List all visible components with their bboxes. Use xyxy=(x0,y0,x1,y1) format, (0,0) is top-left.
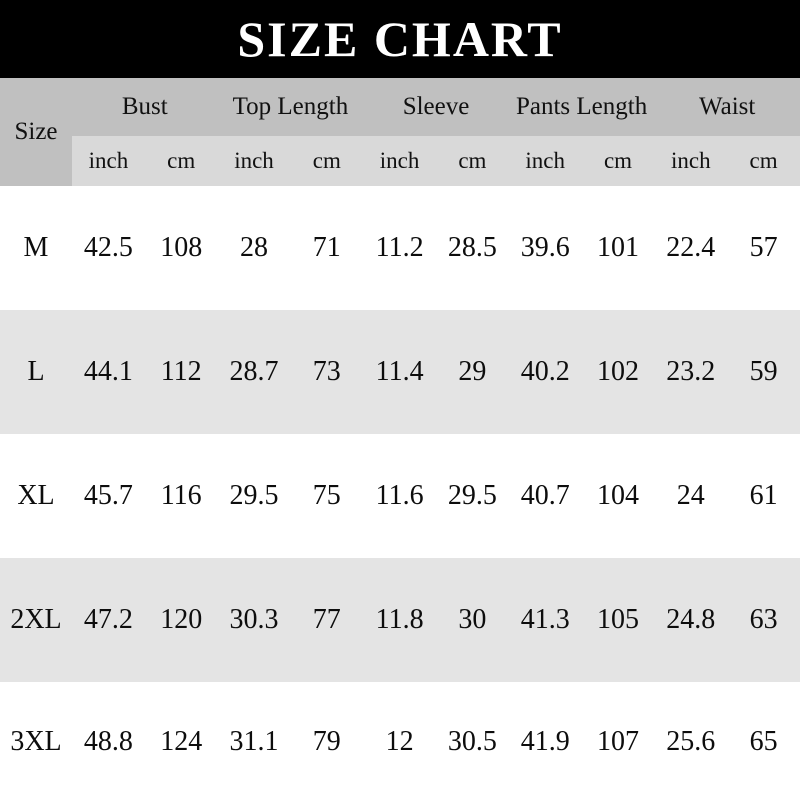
header-unit-pants-length-cm: cm xyxy=(581,136,655,186)
title-banner: SIZE CHART xyxy=(0,0,800,78)
cell-sleeve-cm: 30 xyxy=(458,604,487,635)
cell-bust-cm: 116 xyxy=(160,480,202,511)
cell-pants-length-inch: 39.6 xyxy=(520,232,570,263)
size-chart-table: Size Bust Top Length Sleeve Pants Length… xyxy=(0,78,800,802)
header-unit-sleeve-cm: cm xyxy=(436,136,509,186)
cell-size: XL xyxy=(17,480,55,511)
cell-top-length-cm: 77 xyxy=(312,604,341,635)
table-row: 3XL 48.8 124 31.1 79 12 30.5 41.9 107 25… xyxy=(0,682,800,802)
header-unit-top-length-inch: inch xyxy=(217,136,291,186)
table-row: L 44.1 112 28.7 73 11.4 29 40.2 102 23.2… xyxy=(0,310,800,434)
header-group-top-length: Top Length xyxy=(217,78,364,136)
cell-top-length-cm: 73 xyxy=(312,356,341,387)
cell-waist-inch: 24 xyxy=(676,480,705,511)
cell-top-length-cm: 79 xyxy=(312,726,341,757)
table-body: M 42.5 108 28 71 11.2 28.5 39.6 101 22.4… xyxy=(0,186,800,802)
header-unit-bust-inch: inch xyxy=(72,136,145,186)
header-unit-waist-inch: inch xyxy=(654,136,728,186)
cell-top-length-cm: 71 xyxy=(312,232,341,263)
cell-waist-inch: 25.6 xyxy=(666,726,716,757)
cell-top-length-inch: 30.3 xyxy=(229,604,279,635)
cell-waist-inch: 24.8 xyxy=(666,604,716,635)
cell-size: 2XL xyxy=(10,604,62,635)
cell-waist-cm: 59 xyxy=(749,356,778,387)
cell-waist-cm: 65 xyxy=(749,726,778,757)
cell-waist-inch: 22.4 xyxy=(666,232,716,263)
cell-sleeve-inch: 11.8 xyxy=(375,604,424,635)
cell-bust-inch: 45.7 xyxy=(83,480,133,511)
cell-pants-length-cm: 104 xyxy=(597,480,639,511)
header-group-row: Size Bust Top Length Sleeve Pants Length… xyxy=(0,78,800,186)
cell-top-length-inch: 29.5 xyxy=(229,480,279,511)
cell-waist-cm: 57 xyxy=(749,232,778,263)
cell-pants-length-inch: 41.9 xyxy=(520,726,570,757)
cell-top-length-inch: 28 xyxy=(240,232,268,263)
cell-waist-cm: 63 xyxy=(749,604,778,635)
header-unit-bust-cm: cm xyxy=(144,136,218,186)
cell-pants-length-inch: 40.2 xyxy=(520,356,570,387)
cell-bust-inch: 48.8 xyxy=(83,726,133,757)
cell-pants-length-inch: 40.7 xyxy=(520,480,570,511)
cell-sleeve-cm: 28.5 xyxy=(447,232,497,263)
header-group-sleeve: Sleeve xyxy=(363,78,509,136)
cell-bust-cm: 108 xyxy=(160,232,203,263)
cell-bust-inch: 44.1 xyxy=(83,356,133,387)
header-group-pants-length: Pants Length xyxy=(508,78,655,136)
header-unit-pants-length-inch: inch xyxy=(508,136,582,186)
cell-waist-inch: 23.2 xyxy=(666,356,716,387)
cell-bust-inch: 42.5 xyxy=(83,232,133,263)
cell-pants-length-inch: 41.3 xyxy=(520,604,570,635)
cell-sleeve-inch: 12 xyxy=(385,726,414,757)
cell-size: L xyxy=(27,356,45,387)
cell-sleeve-cm: 29 xyxy=(458,356,487,387)
table-row: M 42.5 108 28 71 11.2 28.5 39.6 101 22.4… xyxy=(0,186,800,310)
header-group-waist: Waist xyxy=(654,78,800,136)
cell-waist-cm: 61 xyxy=(749,480,778,511)
page-title: SIZE CHART xyxy=(237,11,563,67)
table-row: 2XL 47.2 120 30.3 77 11.8 30 41.3 105 24… xyxy=(0,558,800,682)
cell-top-length-cm: 75 xyxy=(312,480,341,511)
header-unit-top-length-cm: cm xyxy=(290,136,364,186)
table-header: Size Bust Top Length Sleeve Pants Length… xyxy=(0,78,800,186)
cell-sleeve-cm: 30.5 xyxy=(447,726,497,757)
cell-top-length-inch: 28.7 xyxy=(229,356,279,387)
header-unit-sleeve-inch: inch xyxy=(363,136,436,186)
cell-sleeve-inch: 11.2 xyxy=(375,232,424,263)
cell-sleeve-inch: 11.4 xyxy=(375,356,424,387)
cell-pants-length-cm: 101 xyxy=(597,232,639,263)
cell-pants-length-cm: 107 xyxy=(597,726,639,757)
cell-pants-length-cm: 105 xyxy=(597,604,639,635)
cell-sleeve-cm: 29.5 xyxy=(447,480,497,511)
cell-top-length-inch: 31.1 xyxy=(229,726,279,757)
cell-sleeve-inch: 11.6 xyxy=(375,480,424,511)
header-group-bust: Bust xyxy=(72,78,218,136)
cell-bust-cm: 124 xyxy=(160,726,203,757)
header-unit-waist-cm: cm xyxy=(727,136,800,186)
cell-pants-length-cm: 102 xyxy=(597,356,639,387)
header-size: Size xyxy=(0,78,72,186)
cell-size: 3XL xyxy=(10,726,62,757)
cell-bust-inch: 47.2 xyxy=(83,604,133,635)
cell-bust-cm: 120 xyxy=(160,604,203,635)
header-unit-row: inch cm inch cm inch cm inch cm inch cm xyxy=(0,136,800,186)
table-row: XL 45.7 116 29.5 75 11.6 29.5 40.7 104 2… xyxy=(0,434,800,558)
cell-size: M xyxy=(23,232,49,263)
cell-bust-cm: 112 xyxy=(160,356,202,387)
